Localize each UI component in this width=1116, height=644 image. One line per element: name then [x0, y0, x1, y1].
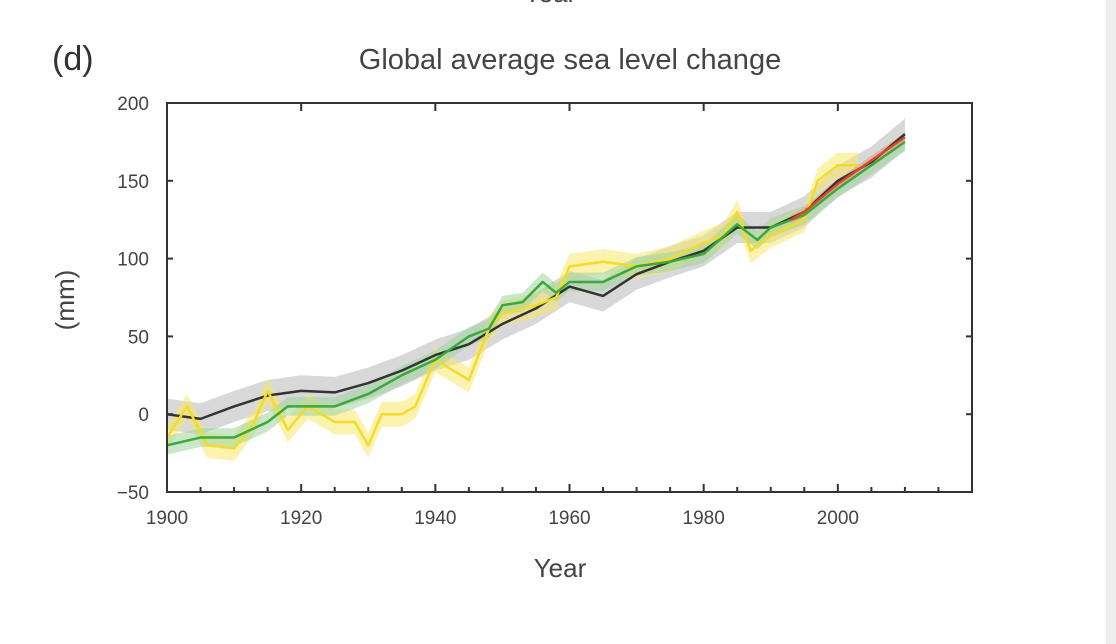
x-tick-label: 1980 — [683, 508, 725, 529]
y-tick-label: 150 — [117, 172, 149, 193]
series-lines — [165, 133, 906, 450]
x-axis-label: Year — [534, 553, 587, 583]
x-tick-label: 1920 — [280, 508, 322, 529]
series-3-band — [790, 132, 905, 225]
x-tick-label: 1960 — [548, 508, 590, 529]
x-tick-label: 1940 — [414, 508, 456, 529]
y-axis-label: (mm) — [50, 270, 80, 331]
axes: 1900 1920 1940 1960 1980 2000 −50 0 50 100 150 200 — [117, 94, 973, 529]
chart-title: Global average sea level change — [358, 44, 782, 76]
cropped-axis-label: Year — [500, 0, 600, 9]
series-0-line — [166, 133, 906, 421]
y-tick-label: 200 — [117, 94, 149, 115]
y-tick-label: 50 — [128, 327, 149, 348]
series-0-band — [167, 118, 905, 435]
y-tick-label: 100 — [117, 250, 149, 271]
series-2-line — [166, 140, 906, 447]
series-2-band — [167, 132, 905, 455]
y-tick-label: 0 — [138, 405, 149, 426]
y-tick-label: −50 — [117, 483, 149, 504]
frame-edge — [1106, 0, 1116, 644]
panel-label: (d) — [52, 40, 94, 78]
x-tick-label: 1900 — [146, 508, 188, 529]
series-3-line — [790, 136, 906, 221]
x-tick-label: 2000 — [817, 508, 859, 529]
uncertainty-bands — [167, 118, 905, 461]
